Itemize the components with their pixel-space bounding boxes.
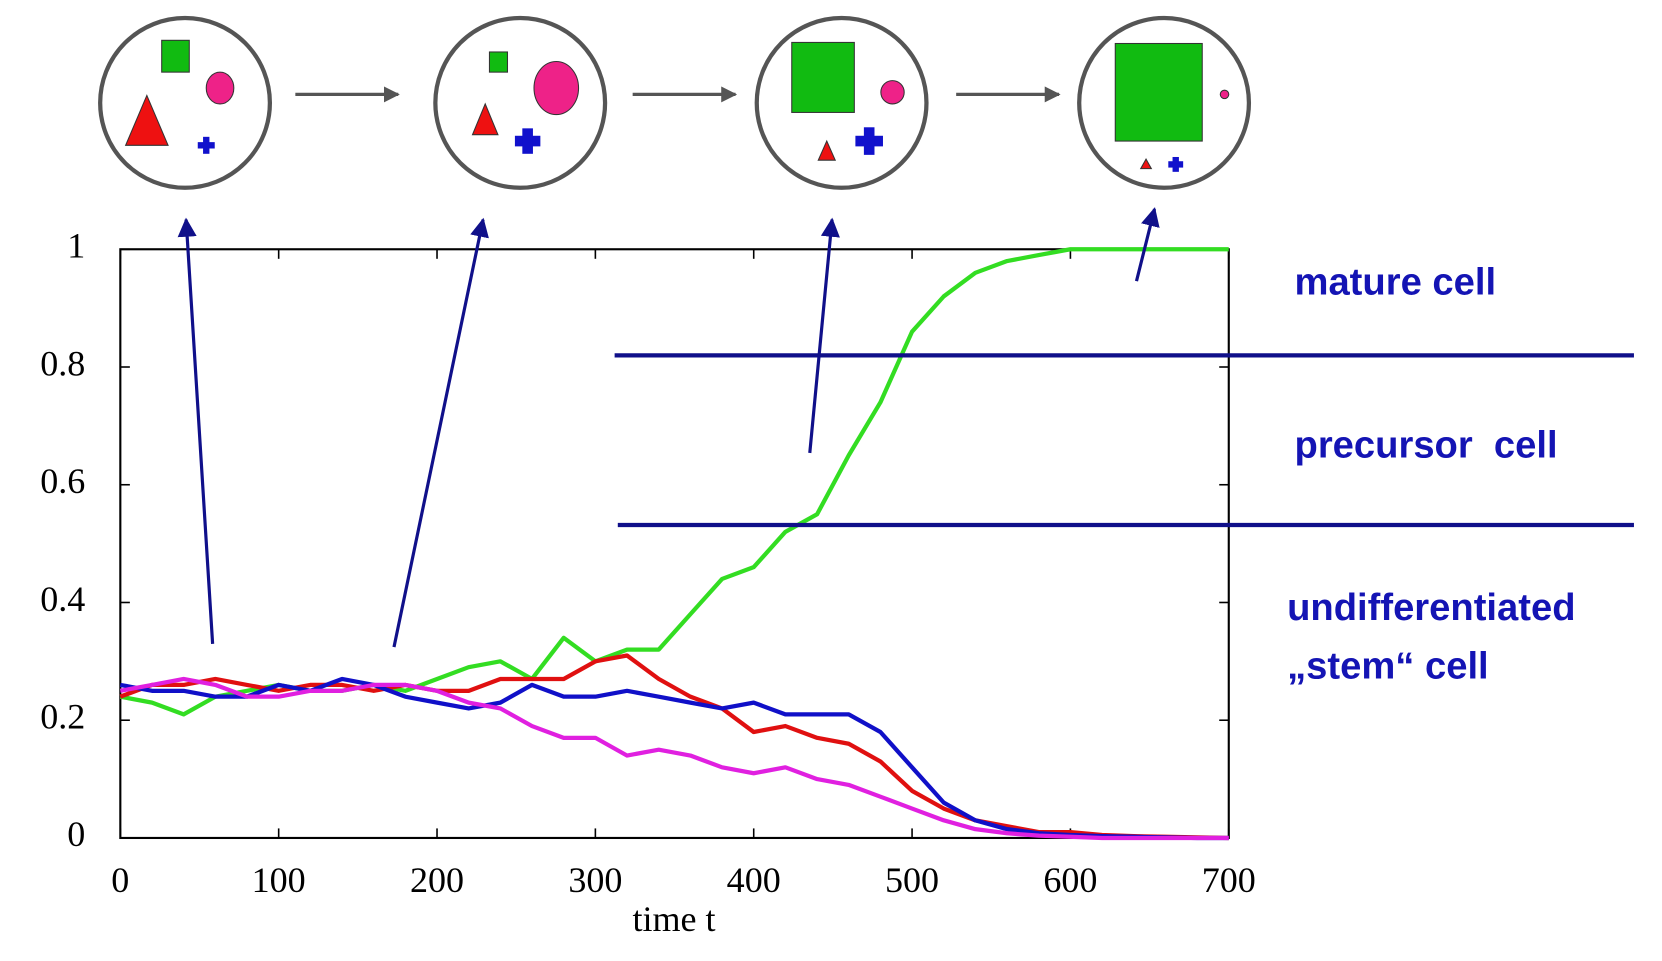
x-tick-label: 200 <box>410 860 464 900</box>
annotation: undifferentiated <box>1287 586 1575 629</box>
x-tick-label: 400 <box>727 860 781 900</box>
annotation: mature cell <box>1295 260 1497 303</box>
cell-icons <box>100 18 1249 188</box>
x-tick-label: 700 <box>1202 860 1256 900</box>
y-tick-label: 0.4 <box>40 579 85 619</box>
x-tick-label: 100 <box>252 860 306 900</box>
y-tick-label: 0.8 <box>40 343 85 383</box>
annotation: „stem“ cell <box>1287 644 1489 687</box>
page: {"chart_data": {"type": "line", "x": [0,… <box>0 0 1662 961</box>
x-tick-label: 500 <box>885 860 939 900</box>
annotation: precursor cell <box>1295 424 1558 467</box>
x-axis-label: time t <box>632 899 715 939</box>
x-tick-label: 600 <box>1043 860 1097 900</box>
plot-frame <box>120 249 1228 838</box>
y-tick-label: 0.6 <box>40 461 85 501</box>
y-tick-label: 0 <box>67 814 85 854</box>
series-line <box>120 679 1228 838</box>
y-tick-label: 1 <box>67 226 85 266</box>
chart: 0 0.2 0.4 0.6 0.8 1 0 100 200 300 400 500 600 700 mat… <box>0 0 1662 961</box>
series-line <box>120 656 1228 838</box>
plot: 0 0.2 0.4 0.6 0.8 1 0 100 200 300 400 500 600 700 <box>40 226 1256 900</box>
series-line <box>120 249 1228 714</box>
y-tick-label: 0.2 <box>40 697 85 737</box>
x-tick-label: 300 <box>568 860 622 900</box>
x-tick-label: 0 <box>111 860 129 900</box>
series-line <box>120 679 1228 838</box>
